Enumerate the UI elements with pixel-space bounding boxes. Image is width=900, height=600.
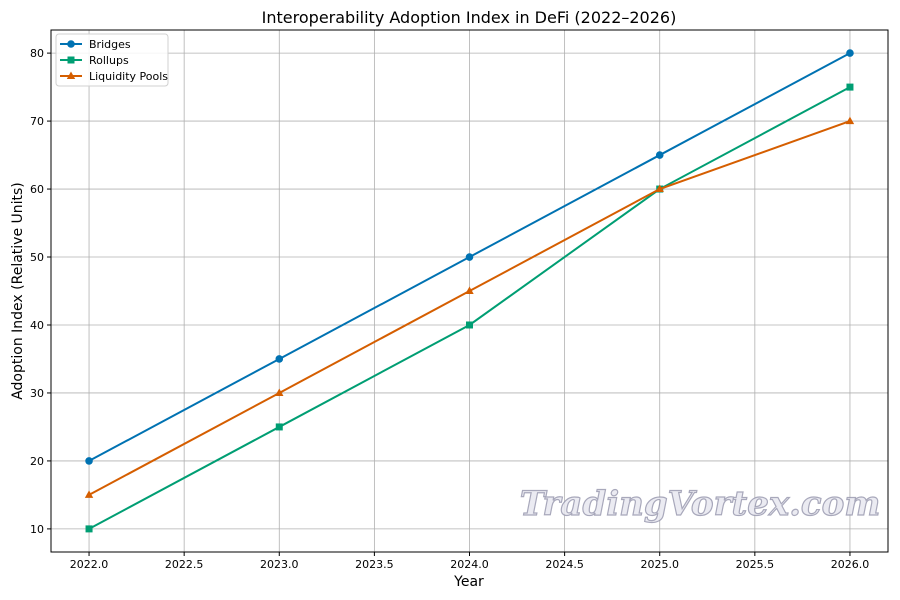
data-point-liquidity-pools <box>845 116 855 125</box>
data-point-liquidity-pools <box>84 490 94 498</box>
legend-marker-bridges <box>67 40 75 48</box>
x-tick-label: 2026.0 <box>831 558 870 571</box>
x-tick-label: 2023.5 <box>355 558 394 571</box>
legend-label-rollups: Rollups <box>89 54 129 67</box>
data-point-bridges <box>85 457 93 465</box>
y-tick-label: 50 <box>30 251 44 264</box>
y-tick-label: 20 <box>30 455 44 468</box>
y-axis: 10 20 30 40 50 60 70 80 <box>30 47 51 536</box>
y-tick-label: 80 <box>30 47 44 60</box>
series-liquidity-pools <box>84 116 855 498</box>
legend-marker-rollups <box>67 56 75 64</box>
legend: Bridges Rollups Liquidity Pools <box>55 33 169 87</box>
data-point-rollups <box>466 321 473 329</box>
data-point-bridges <box>655 151 664 159</box>
plot-frame <box>50 29 889 553</box>
data-point-rollups <box>846 83 854 91</box>
series-group <box>84 49 855 533</box>
chart-title: Interoperability Adoption Index in DeFi … <box>262 8 677 27</box>
x-axis-label: Year <box>453 574 484 590</box>
x-tick-label: 2025.5 <box>736 558 775 571</box>
legend-label-bridges: Bridges <box>89 38 131 51</box>
y-tick-label: 30 <box>30 387 44 400</box>
y-tick-label: 60 <box>30 183 44 196</box>
series-bridges <box>85 49 854 465</box>
legend-box <box>55 33 169 87</box>
data-point-bridges <box>465 253 474 261</box>
y-tick-label: 40 <box>30 319 44 332</box>
data-point-bridges <box>846 49 854 57</box>
x-tick-label: 2023.0 <box>260 558 299 571</box>
data-point-rollups <box>275 423 283 431</box>
data-point-liquidity-pools <box>465 286 474 294</box>
x-tick-label: 2024.5 <box>545 558 584 571</box>
legend-marker-liquidity-pools <box>66 71 76 79</box>
watermark-logo: TradingVortex.com <box>520 484 881 524</box>
x-tick-label: 2025.0 <box>640 558 679 571</box>
data-point-bridges <box>275 355 284 363</box>
data-point-liquidity-pools <box>655 184 664 193</box>
y-tick-label: 70 <box>30 115 44 128</box>
y-axis-label: Adoption Index (Relative Units) <box>10 182 26 400</box>
data-point-liquidity-pools <box>275 388 284 396</box>
data-point-rollups <box>85 525 93 533</box>
y-tick-label: 10 <box>30 523 44 536</box>
legend-label-liquidity-pools: Liquidity Pools <box>89 70 168 83</box>
x-axis: 2022.0 2022.5 2023.0 2023.5 2024.0 2024.5 2025… <box>70 552 869 571</box>
x-tick-label: 2024.0 <box>450 558 489 571</box>
x-tick-label: 2022.5 <box>165 558 204 571</box>
x-tick-label: 2022.0 <box>70 558 109 571</box>
